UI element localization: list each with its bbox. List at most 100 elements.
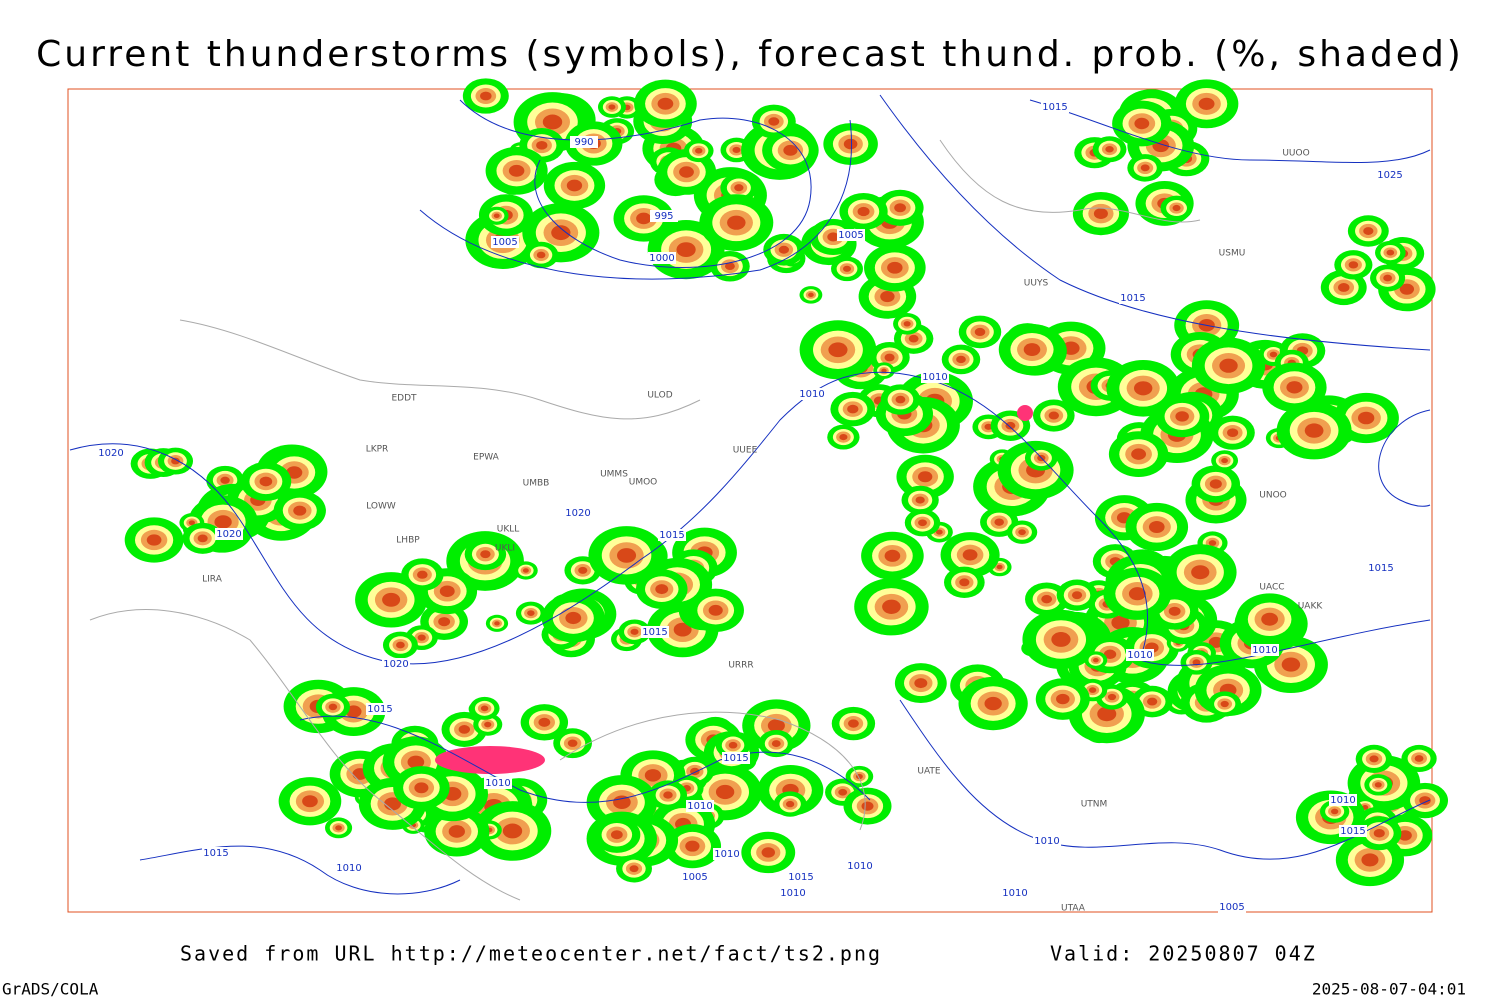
shade-blob bbox=[767, 719, 785, 733]
thunderstorm-symbols bbox=[435, 746, 545, 774]
isobar-label-bg bbox=[1339, 825, 1367, 837]
shade-blob bbox=[214, 515, 232, 529]
isobar-label-bg bbox=[846, 860, 874, 872]
shade-blob bbox=[1227, 428, 1239, 437]
shade-blob bbox=[1304, 423, 1324, 438]
shade-blob bbox=[1088, 687, 1097, 693]
timestamp: 2025-08-07-04:01 bbox=[1312, 980, 1466, 999]
shade-blob bbox=[494, 621, 500, 626]
shade-blob bbox=[1261, 612, 1279, 626]
isobar-label: 1015 bbox=[1340, 826, 1365, 837]
shade-blob bbox=[493, 213, 500, 219]
isobar-label-bg bbox=[382, 658, 410, 670]
shade-blob bbox=[1374, 782, 1382, 788]
isobar-label: 1015 bbox=[367, 704, 392, 715]
shade-blob bbox=[1414, 755, 1424, 762]
isobar-label-bg bbox=[335, 862, 363, 874]
isobar-label: 1005 bbox=[838, 230, 863, 241]
shade-blob bbox=[1168, 606, 1181, 616]
isobar-label-bg bbox=[564, 507, 592, 519]
shade-blob bbox=[1097, 706, 1117, 722]
station-code: UUOO bbox=[1282, 149, 1309, 159]
shade-blob bbox=[1005, 421, 1016, 430]
shade-blob bbox=[508, 164, 525, 177]
shade-blob bbox=[382, 592, 401, 607]
shade-blob bbox=[480, 91, 492, 101]
shade-blob bbox=[1363, 227, 1374, 235]
isobar-label: 1010 bbox=[847, 861, 872, 872]
isobar-label-bg bbox=[97, 447, 125, 459]
shade-blob bbox=[1133, 381, 1153, 396]
shade-blob bbox=[1048, 411, 1060, 420]
isobar-label-bg bbox=[921, 371, 949, 383]
shade-blob bbox=[480, 705, 489, 712]
isobar-label: 1010 bbox=[922, 372, 947, 383]
station-code: ULOD bbox=[647, 391, 672, 401]
isobar-label: 1010 bbox=[714, 849, 739, 860]
shade-blob bbox=[328, 703, 338, 711]
shade-blob bbox=[146, 534, 162, 546]
isobar-label-bg bbox=[681, 871, 709, 883]
shade-blob bbox=[293, 505, 307, 516]
shade-blob bbox=[994, 518, 1004, 526]
station-code: UACC bbox=[1259, 583, 1284, 593]
isobar-label: 1020 bbox=[383, 659, 408, 670]
station-code: LKPR bbox=[366, 445, 389, 455]
shade-blob bbox=[861, 801, 874, 811]
shade-blob bbox=[1198, 97, 1215, 110]
shade-blob bbox=[880, 290, 895, 303]
isobar-label: 1020 bbox=[565, 508, 590, 519]
shade-blob bbox=[1208, 636, 1224, 648]
isobar-label: 1015 bbox=[1368, 563, 1393, 574]
shade-blob bbox=[828, 342, 848, 358]
shade-blob bbox=[884, 353, 895, 362]
isobar-label-bg bbox=[798, 388, 826, 400]
isobar-label-bg bbox=[779, 887, 807, 899]
shade-blob bbox=[1056, 693, 1070, 705]
shade-blob bbox=[1361, 853, 1379, 867]
shade-blob bbox=[708, 604, 723, 616]
isobar-label-bg bbox=[1126, 649, 1154, 661]
shade-blob bbox=[1018, 529, 1026, 536]
station-code: UMBB bbox=[523, 479, 550, 489]
shade-blob bbox=[895, 395, 906, 404]
coastlines bbox=[89, 139, 1201, 901]
shade-blob bbox=[630, 628, 639, 635]
shade-blob bbox=[695, 147, 703, 154]
shade-blob bbox=[1140, 164, 1150, 172]
shade-blob bbox=[1103, 649, 1117, 660]
shade-blob bbox=[608, 104, 616, 110]
shade-blob bbox=[644, 769, 662, 782]
shade-blob bbox=[439, 585, 455, 597]
shade-blob bbox=[417, 570, 428, 579]
shade-blob bbox=[1111, 615, 1130, 630]
station-code: UUEE bbox=[733, 446, 758, 456]
station-code: URRR bbox=[728, 661, 753, 671]
shade-blob bbox=[522, 568, 529, 573]
isobar-label-bg bbox=[484, 777, 512, 789]
station-code: UTAA bbox=[1061, 904, 1086, 914]
shade-blob bbox=[1281, 657, 1301, 672]
isobar-label-bg bbox=[837, 229, 865, 241]
isobar-label-bg bbox=[713, 848, 741, 860]
shade-blob bbox=[502, 823, 523, 839]
shade-blob bbox=[578, 566, 588, 574]
shade-blob bbox=[915, 496, 925, 504]
isobar-label-bg bbox=[641, 626, 669, 638]
shade-blob bbox=[259, 476, 273, 487]
station-code: LIRA bbox=[202, 575, 223, 585]
shade-blob bbox=[335, 825, 342, 831]
shade-blob bbox=[908, 334, 919, 343]
shade-blob bbox=[1383, 274, 1393, 282]
shade-blob bbox=[1373, 828, 1385, 838]
source-url: Saved from URL http://meteocenter.net/fa… bbox=[180, 942, 882, 966]
isobar-label: 1015 bbox=[1042, 102, 1067, 113]
shade-blob bbox=[984, 423, 993, 430]
shade-blob bbox=[1148, 520, 1165, 533]
map-labels: 990 995 1000 1005 1005 1015 1025 1015 1010 1010 10… bbox=[97, 101, 1404, 914]
isobar-label-bg bbox=[650, 210, 678, 222]
shade-blob bbox=[1338, 283, 1350, 292]
isobar-label: 1010 bbox=[1330, 795, 1355, 806]
isobar-label: 1000 bbox=[649, 253, 674, 264]
shade-blob bbox=[783, 144, 798, 156]
